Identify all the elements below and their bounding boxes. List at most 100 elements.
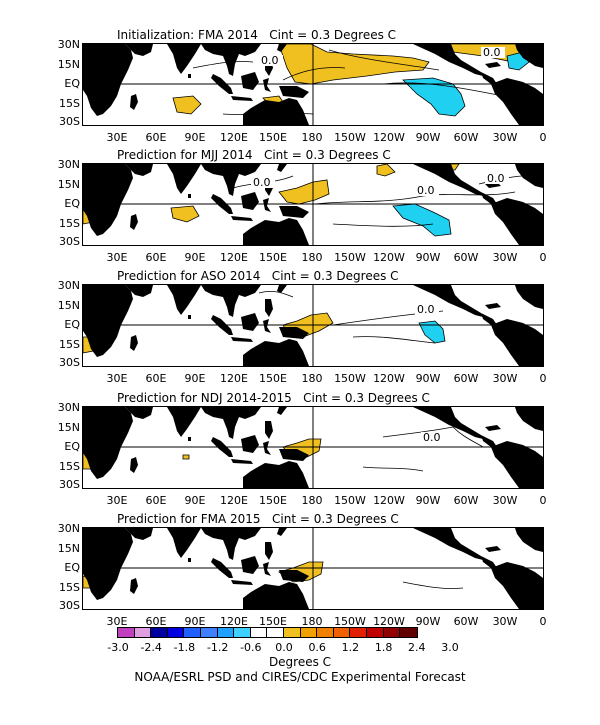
longitude-label: 30W — [492, 372, 518, 385]
colorbar-tick-label: -1.8 — [173, 641, 196, 654]
zero-contour-line — [332, 223, 434, 227]
colorbar-swatch — [366, 628, 384, 637]
sri-lanka-landmass — [188, 437, 191, 441]
sri-lanka-landmass — [188, 558, 191, 562]
latitude-label: 30N — [57, 401, 80, 414]
colorbar-swatch — [167, 628, 185, 637]
southeast-asia-landmass — [201, 528, 261, 560]
latitude-label: 15S — [59, 460, 80, 473]
forecast-panel: Prediction for MJJ 2014 Cint = 0.3 Degre… — [0, 148, 600, 272]
central-america-landmass — [481, 72, 497, 84]
map-svg: 0.0 0.0 — [83, 44, 543, 125]
longitude-label: 30E — [106, 372, 128, 385]
sulawesi-landmass — [263, 441, 271, 455]
borneo-landmass — [241, 435, 259, 453]
philippines-landmass — [265, 299, 273, 317]
colorbar-tick-label: 3.0 — [441, 641, 459, 654]
madagascar-landmass — [130, 335, 138, 351]
colorbar-swatch — [267, 628, 284, 637]
colorbar-tick-label: 2.4 — [408, 641, 426, 654]
zero-contour-line — [192, 61, 254, 69]
borneo-landmass — [241, 72, 259, 90]
colorbar-swatch — [118, 628, 135, 637]
longitude-label: 90W — [415, 494, 441, 507]
sri-lanka-landmass — [188, 315, 191, 319]
longitude-label: 150E — [259, 131, 287, 144]
south-america-landmass — [491, 441, 543, 488]
java-landmass — [231, 580, 253, 585]
central-america-landmass — [481, 556, 497, 568]
longitude-label: 120W — [373, 494, 405, 507]
africa-landmass — [83, 44, 133, 116]
longitude-label: 0 — [539, 372, 547, 385]
java-landmass — [231, 216, 253, 221]
colorbar-tick-label: 1.8 — [374, 641, 393, 654]
central-america-landmass — [481, 192, 497, 204]
southeast-asia-landmass — [201, 407, 261, 439]
colorbar — [117, 627, 418, 638]
contour-label: 0.0 — [423, 431, 441, 444]
mexico-landmass — [413, 528, 483, 560]
panel-title: Prediction for ASO 2014 Cint = 0.3 Degre… — [117, 269, 399, 283]
contour-label-bg — [415, 185, 439, 196]
sri-lanka-landmass — [188, 194, 191, 198]
contour-label: 0.0 — [483, 46, 501, 59]
colorbar-tick-label: -0.6 — [240, 641, 262, 654]
zero-contour-line — [258, 290, 294, 298]
longitude-label: 30E — [106, 131, 128, 144]
zero-contour-line — [382, 426, 484, 448]
longitude-label: 60E — [145, 615, 167, 628]
madagascar-landmass — [130, 457, 138, 473]
madagascar-landmass — [130, 94, 138, 110]
south-america-landmass — [491, 562, 543, 609]
forecast-panel: Prediction for NDJ 2014-2015 Cint = 0.3 … — [0, 391, 600, 515]
latitude-label: 30N — [57, 38, 80, 51]
cool-anomaly-region — [402, 77, 466, 117]
caribbean-landmass — [485, 425, 501, 431]
warm-anomaly-region — [172, 95, 202, 115]
africa-landmass — [83, 528, 133, 600]
colorbar-tick-label: 1.2 — [341, 641, 360, 654]
southeast-asia-landmass — [201, 44, 261, 76]
japan-landmass — [277, 528, 287, 536]
contour-label-bg — [481, 47, 505, 58]
africa-landmass — [83, 407, 133, 479]
colorbar-swatch — [317, 628, 334, 637]
latitude-label: 15S — [59, 581, 80, 594]
longitude-label: 150E — [259, 494, 287, 507]
japan-landmass — [277, 407, 287, 415]
latitude-label: 30N — [57, 279, 80, 292]
latitude-label: 30S — [59, 235, 80, 248]
philippines-landmass — [265, 421, 273, 439]
southeast-asia-landmass — [201, 285, 261, 317]
india-landmass — [167, 407, 201, 437]
mexico-landmass — [413, 407, 483, 439]
japan-landmass — [277, 44, 287, 52]
caribbean-landmass — [485, 62, 501, 68]
sst-anomaly-map: 0.0 — [82, 284, 544, 367]
forecast-panel: Prediction for FMA 2015 Cint = 0.3 Degre… — [0, 512, 600, 636]
west-africa-landmass — [515, 285, 543, 309]
longitude-label: 60W — [453, 372, 479, 385]
india-landmass — [167, 285, 201, 315]
contour-label-bg — [415, 304, 439, 315]
warm-anomaly-region — [170, 205, 200, 223]
units-label: Degrees C — [268, 655, 332, 669]
latitude-label: 30S — [59, 115, 80, 128]
java-landmass — [231, 337, 253, 342]
longitude-label: 120W — [373, 251, 405, 264]
longitude-label: 120W — [373, 615, 405, 628]
longitude-label: 0 — [539, 251, 547, 264]
longitude-label: 30E — [106, 251, 128, 264]
colorbar-swatch — [400, 628, 417, 637]
longitude-label: 150W — [334, 131, 366, 144]
contour-label: 0.0 — [253, 176, 271, 189]
japan-landmass — [277, 164, 287, 172]
latitude-label: 30S — [59, 599, 80, 612]
zero-contour-line — [402, 581, 464, 589]
longitude-label: 180 — [301, 131, 323, 144]
central-america-landmass — [481, 313, 497, 325]
longitude-label: 180 — [301, 372, 323, 385]
sulawesi-landmass — [263, 198, 271, 212]
longitude-label: 90W — [415, 372, 441, 385]
